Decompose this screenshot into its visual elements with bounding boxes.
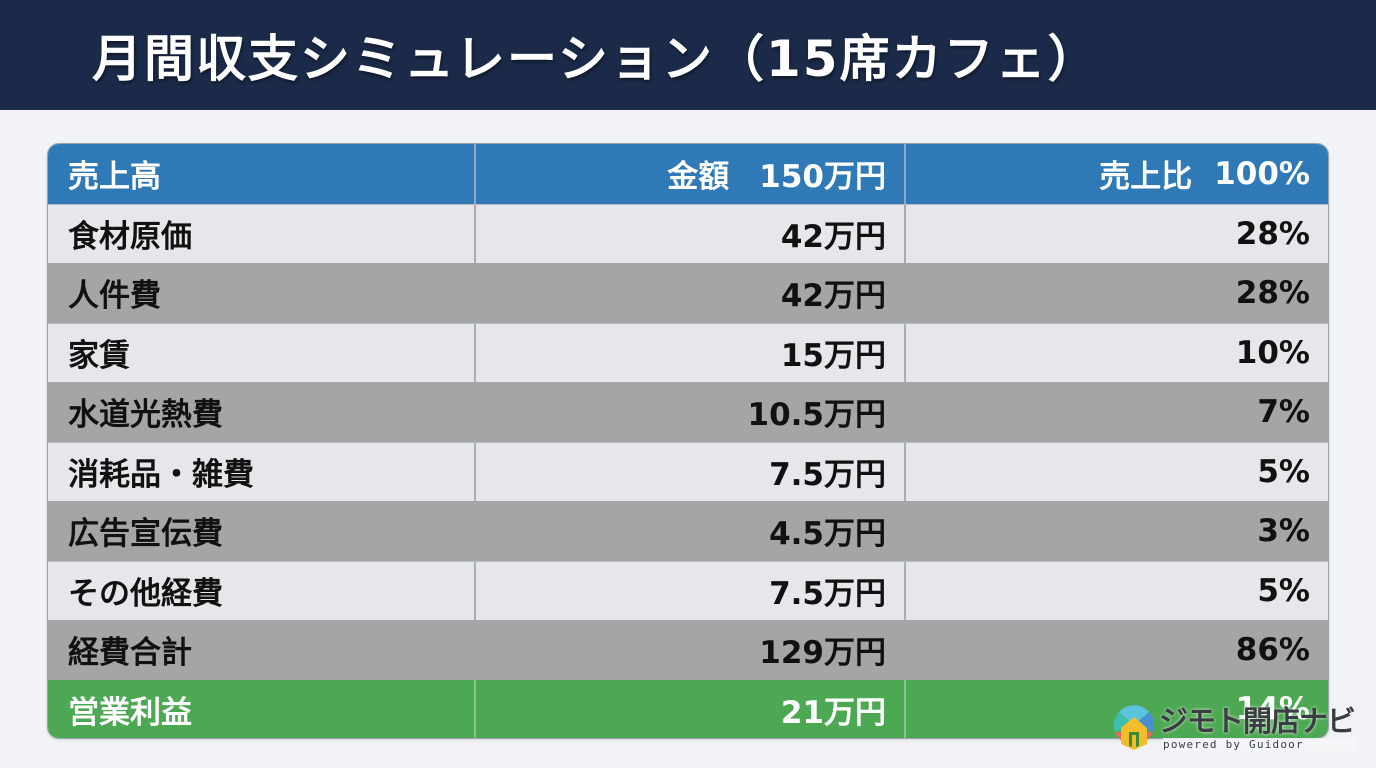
row-amount: 10.5万円: [747, 397, 887, 434]
revenue-ratio: 100%: [1214, 155, 1310, 192]
house-logo-icon: [1113, 705, 1155, 750]
row-amount: 7.5万円: [474, 561, 904, 620]
row-ratio: 28%: [1235, 274, 1310, 311]
title-bar: 月間収支シミュレーション（15席カフェ）: [0, 0, 1376, 110]
table-header-row: 売上高 金額 150万円 売上比 100%: [48, 144, 1328, 204]
row-label: 食材原価: [68, 219, 192, 256]
row-label: 営業利益: [68, 694, 192, 731]
row-amount: 42万円: [474, 204, 904, 263]
brand-logo: ジモト開店ナビ powered by Guidoor: [1113, 704, 1368, 760]
row-amount: 129万円: [759, 635, 886, 672]
row-ratio: 3%: [1257, 512, 1310, 549]
row-ratio: 86%: [1235, 631, 1310, 668]
ratio-header-label: 売上比: [1099, 159, 1193, 196]
row-amount: 21万円: [474, 679, 904, 738]
row-label: 水道光熱費: [68, 397, 223, 434]
table-row: 家賃 15万円 10%: [48, 322, 1328, 382]
logo-name: ジモト開店ナビ: [1159, 704, 1356, 738]
revenue-label: 売上高: [68, 159, 161, 196]
amount-header: 金額 150万円: [474, 144, 904, 204]
row-amount: 7.5万円: [474, 442, 904, 501]
row-label: 人件費: [68, 278, 161, 315]
table-row: その他経費 7.5万円 5%: [48, 560, 1328, 620]
page-title: 月間収支シミュレーション（15席カフェ）: [92, 30, 1100, 88]
row-label: 経費合計: [68, 635, 192, 672]
ratio-header: 売上比 100%: [904, 144, 1328, 204]
row-ratio: 28%: [904, 204, 1328, 263]
table-row: 消耗品・雑費 7.5万円 5%: [48, 441, 1328, 501]
revenue-amount: 150万円: [759, 159, 886, 196]
row-label: その他経費: [68, 576, 223, 613]
logo-tagline: powered by Guidoor: [1163, 738, 1356, 751]
table-row: 食材原価 42万円 28%: [48, 203, 1328, 263]
row-ratio: 7%: [1257, 393, 1310, 430]
income-statement-table: 売上高 金額 150万円 売上比 100% 食材原価 42万円 28% 人件費 …: [47, 143, 1329, 739]
row-amount: 4.5万円: [769, 516, 886, 553]
row-label: 消耗品・雑費: [68, 457, 254, 494]
row-ratio: 10%: [904, 323, 1328, 382]
table-row: 広告宣伝費 4.5万円 3%: [48, 501, 1328, 561]
row-label: 家賃: [68, 338, 130, 375]
row-amount: 15万円: [474, 323, 904, 382]
row-amount: 42万円: [780, 278, 886, 315]
total-expenses-row: 経費合計 129万円 86%: [48, 620, 1328, 680]
row-ratio: 5%: [904, 442, 1328, 501]
table-row: 水道光熱費 10.5万円 7%: [48, 382, 1328, 442]
row-label: 広告宣伝費: [68, 516, 223, 553]
operating-profit-row: 営業利益 21万円 14%: [48, 679, 1328, 738]
row-ratio: 14%: [904, 679, 1328, 738]
row-ratio: 5%: [904, 561, 1328, 620]
table-row: 人件費 42万円 28%: [48, 263, 1328, 323]
amount-header-label: 金額: [667, 159, 730, 196]
